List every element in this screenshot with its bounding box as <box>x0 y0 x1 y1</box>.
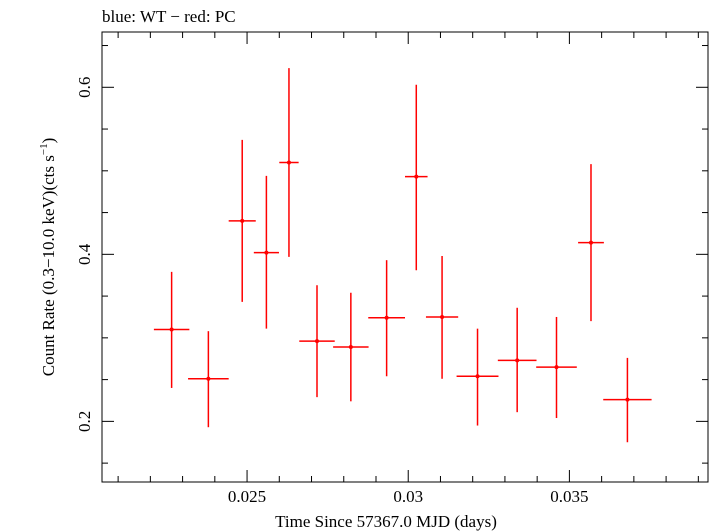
data-marker <box>315 339 320 344</box>
x-tick-label: 0.025 <box>228 487 266 506</box>
data-point <box>603 357 652 443</box>
y-tick-label: 0.4 <box>75 243 94 265</box>
x-tick-labels: 0.025 0.03 0.035 <box>228 487 589 506</box>
data-marker <box>440 314 445 319</box>
data-point <box>299 285 335 398</box>
x-tick-label: 0.03 <box>393 487 423 506</box>
data-point <box>368 260 405 377</box>
data-point <box>153 271 190 388</box>
data-point <box>536 316 577 419</box>
chart-title: blue: WT − red: PC <box>102 7 236 26</box>
data-marker <box>515 358 520 363</box>
y-axis-label-main: Count Rate (0.3−10.0 keV)(cts s <box>39 155 58 376</box>
data-point <box>253 175 279 329</box>
data-marker <box>240 218 245 223</box>
data-marker <box>264 250 269 255</box>
data-points <box>153 68 652 443</box>
data-marker <box>384 315 389 320</box>
data-point <box>188 331 229 428</box>
y-tick-labels: 0.2 0.4 0.6 <box>75 77 94 432</box>
data-marker <box>414 174 419 179</box>
y-axis-label: Count Rate (0.3−10.0 keV)(cts s−1) <box>38 138 58 377</box>
data-point <box>456 328 499 426</box>
y-tick-label: 0.2 <box>75 411 94 432</box>
x-tick-label: 0.035 <box>550 487 588 506</box>
data-marker <box>169 327 174 332</box>
y-axis-label-close: ) <box>39 138 58 144</box>
data-point <box>497 307 537 413</box>
data-point <box>333 292 369 402</box>
data-point <box>425 255 459 379</box>
y-axis-label-exponent: −1 <box>38 143 50 155</box>
data-marker <box>588 240 593 245</box>
y-tick-label: 0.6 <box>75 77 94 98</box>
plot-frame <box>101 31 709 483</box>
data-point <box>578 164 604 322</box>
data-point <box>405 84 428 271</box>
data-point <box>228 139 256 302</box>
x-axis-label: Time Since 57367.0 MJD (days) <box>275 512 497 531</box>
data-marker <box>554 365 559 370</box>
data-marker <box>286 160 291 165</box>
data-marker <box>206 376 211 381</box>
axis-ticks <box>102 32 708 482</box>
data-marker <box>348 345 353 350</box>
data-marker <box>625 397 630 402</box>
data-point <box>279 68 299 257</box>
data-marker <box>475 374 480 379</box>
